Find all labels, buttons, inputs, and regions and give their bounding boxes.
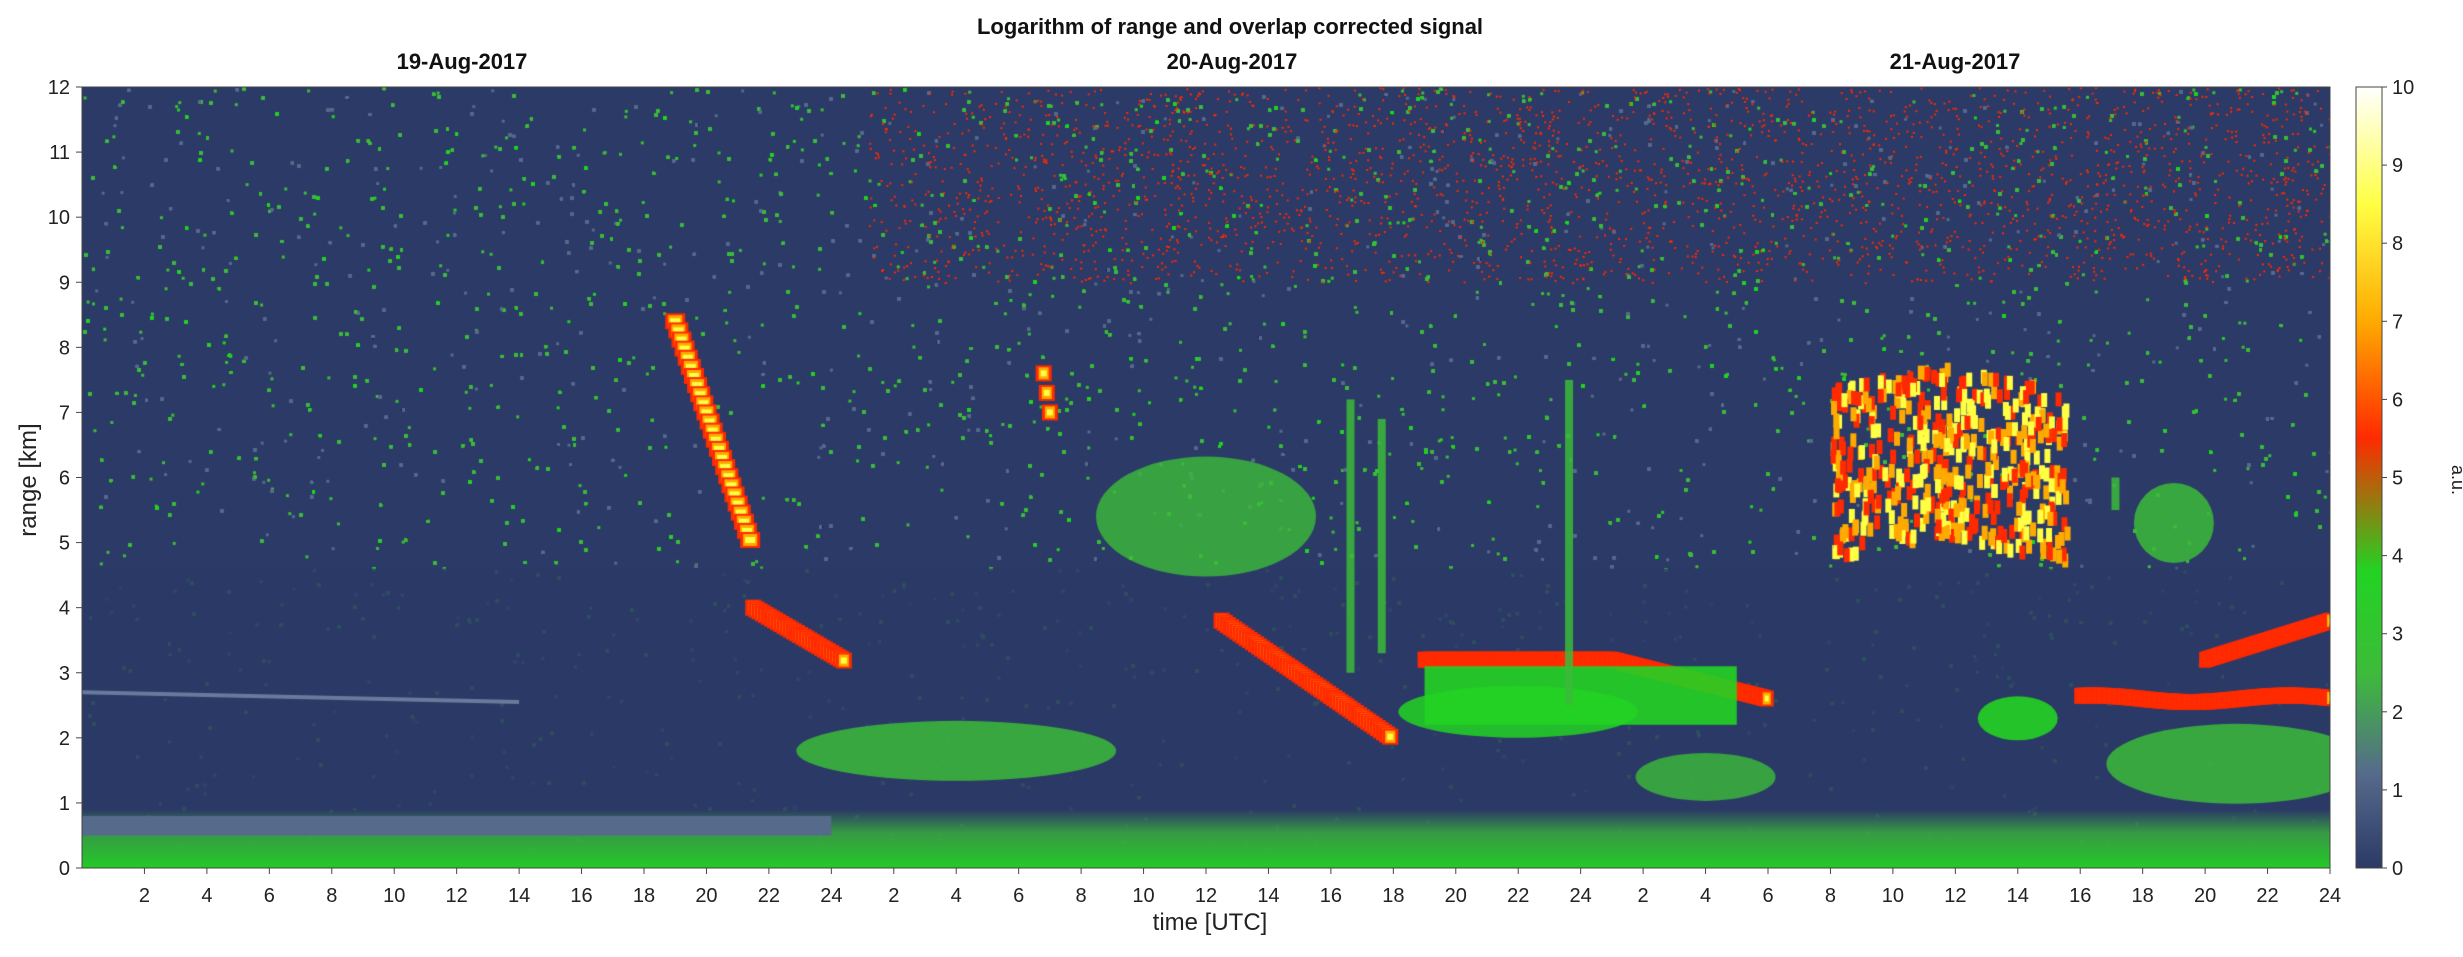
colorbar-tick-label: 0 [2392, 858, 2403, 880]
y-tick-label: 11 [49, 142, 70, 164]
colorbar-tick-label: 3 [2392, 624, 2403, 646]
x-tick-label: 12 [446, 885, 468, 907]
x-tick-label: 24 [1570, 885, 1592, 907]
x-tick-label: 4 [951, 885, 962, 907]
x-tick-label: 4 [1700, 885, 1711, 907]
x-tick-label: 2 [888, 885, 899, 907]
x-tick-label: 18 [1382, 885, 1404, 907]
y-tick-label: 4 [59, 598, 70, 620]
colorbar-gradient [2355, 86, 2383, 869]
y-tick-label: 12 [48, 77, 70, 99]
x-tick-label: 24 [820, 885, 842, 907]
x-tick-label: 20 [2194, 885, 2216, 907]
x-tick-label: 18 [633, 885, 655, 907]
x-tick-label: 8 [326, 885, 337, 907]
colorbar-tick-label: 2 [2392, 702, 2403, 724]
y-axis-label: range [km] [15, 423, 42, 536]
colorbar-tick-label: 8 [2392, 233, 2403, 255]
x-tick-label: 14 [508, 885, 530, 907]
x-tick-label: 10 [1132, 885, 1154, 907]
x-tick-label: 20 [695, 885, 717, 907]
x-tick-label: 12 [1944, 885, 1966, 907]
colorbar-tick-label: 10 [2392, 77, 2414, 99]
y-tick-label: 5 [59, 533, 70, 555]
y-tick-label: 1 [59, 793, 70, 815]
x-tick-label: 22 [1507, 885, 1529, 907]
date-label-2: 20-Aug-2017 [1167, 49, 1298, 74]
colorbar-tick-label: 9 [2392, 155, 2403, 177]
x-tick-label: 4 [201, 885, 212, 907]
x-tick-label: 8 [1076, 885, 1087, 907]
y-tick-label: 7 [59, 402, 70, 424]
x-tick-label: 10 [1882, 885, 1904, 907]
x-tick-label: 6 [1013, 885, 1024, 907]
x-tick-label: 16 [2069, 885, 2091, 907]
x-tick-label: 22 [758, 885, 780, 907]
x-axis-label: time [UTC] [1153, 909, 1268, 936]
y-tick-label: 10 [48, 207, 70, 229]
date-label-1: 19-Aug-2017 [397, 49, 528, 74]
x-tick-label: 2 [139, 885, 150, 907]
y-tick-label: 2 [59, 728, 70, 750]
x-tick-label: 16 [570, 885, 592, 907]
x-tick-label: 6 [1762, 885, 1773, 907]
colorbar-tick-label: 4 [2392, 546, 2403, 568]
colorbar-tick-label: 6 [2392, 389, 2403, 411]
y-tick-label: 3 [59, 663, 70, 685]
chart-title: Logarithm of range and overlap corrected… [977, 14, 1483, 39]
x-tick-label: 14 [1257, 885, 1279, 907]
x-tick-label: 14 [2007, 885, 2029, 907]
colorbar-label: a.u. [2448, 465, 2463, 495]
y-tick-label: 8 [59, 337, 70, 359]
x-tick-label: 20 [1445, 885, 1467, 907]
x-tick-label: 22 [2256, 885, 2278, 907]
colorbar-tick-label: 1 [2392, 780, 2403, 802]
x-tick-label: 18 [2132, 885, 2154, 907]
x-tick-label: 10 [383, 885, 405, 907]
date-label-3: 21-Aug-2017 [1890, 49, 2021, 74]
x-tick-label: 12 [1195, 885, 1217, 907]
x-tick-label: 6 [264, 885, 275, 907]
colorbar-tick-label: 5 [2392, 468, 2403, 490]
x-tick-label: 8 [1825, 885, 1836, 907]
colorbar-tick-label: 7 [2392, 311, 2403, 333]
y-tick-label: 6 [59, 468, 70, 490]
colorbar: 0 1 2 3 4 5 6 7 8 9 10 [2355, 77, 2414, 880]
x-tick-label: 2 [1638, 885, 1649, 907]
heatmap-image [82, 87, 2330, 868]
x-tick-label: 16 [1320, 885, 1342, 907]
plot-area [81, 86, 2331, 869]
x-axis: 2 4 6 8 10 12 14 16 18 20 22 24 2 4 6 8 10 12 14 16 18 20 22 24… [139, 868, 2341, 907]
y-tick-label: 9 [59, 272, 70, 294]
x-tick-label: 24 [2319, 885, 2341, 907]
y-tick-label: 0 [59, 858, 70, 880]
